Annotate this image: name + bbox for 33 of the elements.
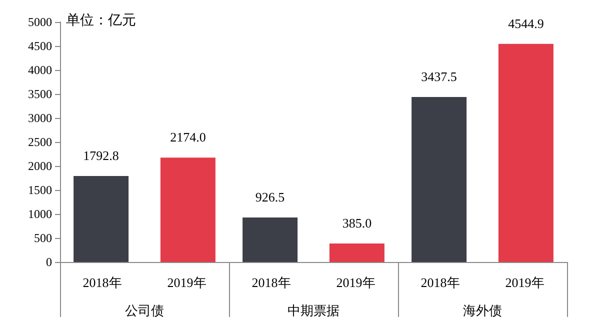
y-tick-label: 0 xyxy=(46,255,52,269)
x-tick-label: 中期票据 xyxy=(288,303,340,318)
y-tick-label: 3000 xyxy=(28,111,52,125)
series-label: 2019年 xyxy=(167,275,206,290)
data-label: 1792.8 xyxy=(83,148,119,163)
bar xyxy=(498,44,554,262)
data-label: 4544.9 xyxy=(508,16,544,31)
y-tick-label: 4500 xyxy=(28,39,52,53)
x-tick-label: 海外债 xyxy=(463,303,502,318)
y-tick-label: 5000 xyxy=(28,15,52,29)
data-label: 926.5 xyxy=(255,190,285,205)
text: 2018年 xyxy=(252,275,291,290)
text: 2019年 xyxy=(336,275,376,290)
y-tick-label: 2000 xyxy=(28,159,52,173)
y-tick-label: 500 xyxy=(34,231,52,245)
y-tick-label: 1000 xyxy=(28,207,52,221)
y-tick-label: 2500 xyxy=(28,135,52,149)
text: 2019年 xyxy=(505,275,544,290)
text: 2018年 xyxy=(420,275,460,290)
y-tick-label: 3500 xyxy=(28,87,52,101)
y-tick-label: 4000 xyxy=(28,63,52,77)
bar xyxy=(74,176,129,262)
y-tick-label: 1500 xyxy=(28,183,52,197)
bar xyxy=(412,97,467,262)
data-label: 3437.5 xyxy=(421,69,457,84)
data-label: 385.0 xyxy=(342,216,372,231)
bar xyxy=(242,218,298,262)
series-label: 2018年 xyxy=(82,275,122,290)
bar xyxy=(329,244,384,262)
y-axis-title: 单位：亿元 xyxy=(66,12,136,28)
x-tick-label: 公司债 xyxy=(125,303,164,318)
data-label: 2174.0 xyxy=(170,130,206,145)
bar xyxy=(160,158,216,262)
